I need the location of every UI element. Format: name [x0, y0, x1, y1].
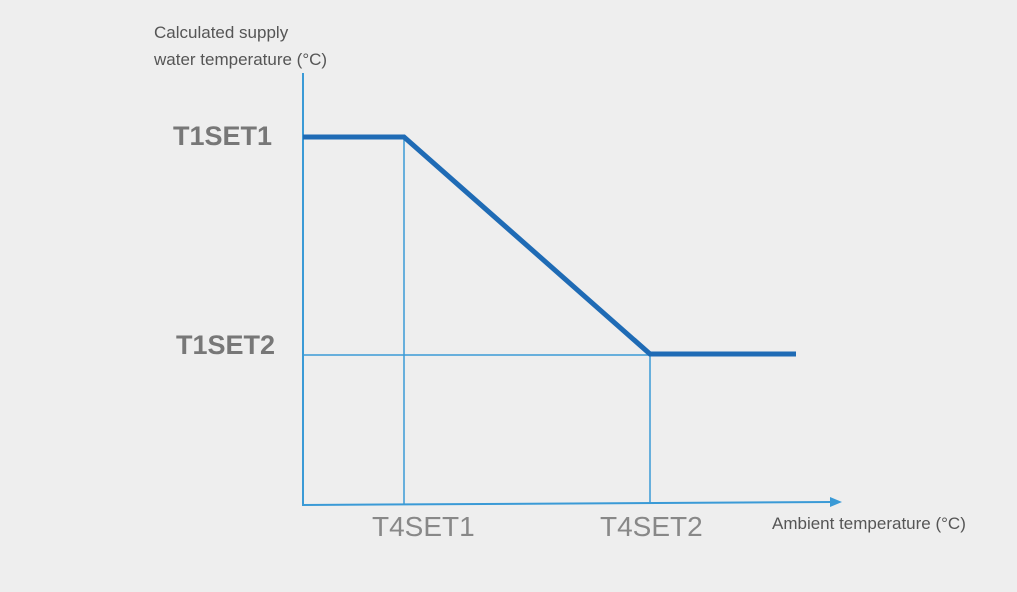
x-axis — [302, 501, 833, 506]
x-axis-arrow — [830, 497, 842, 507]
y-axis-title: Calculated supply water temperature (°C) — [154, 19, 327, 73]
y-axis-title-line-1: Calculated supply — [154, 23, 289, 42]
y-axis-title-line-2: water temperature (°C) — [154, 50, 328, 69]
series-line-0 — [303, 134, 796, 357]
x-tick-t4set2: T4SET2 — [600, 511, 703, 542]
y-tick-t1set2: T1SET2 — [176, 330, 276, 360]
x-tick-t4set1: T4SET1 — [372, 511, 475, 542]
y-tick-t1set1: T1SET1 — [173, 121, 273, 151]
x-axis-title: Ambient temperature (°C) — [772, 514, 966, 533]
